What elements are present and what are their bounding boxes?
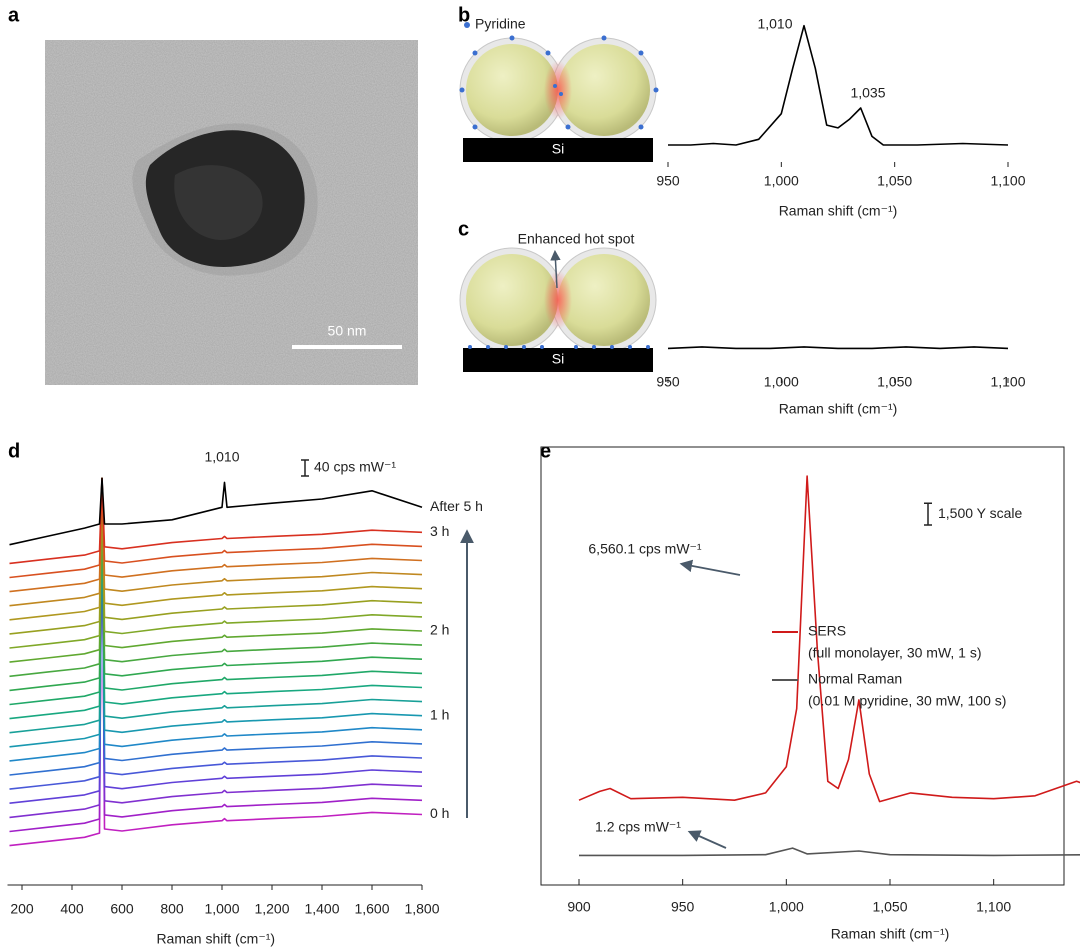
- spectrum-line: [9, 477, 423, 748]
- panel-label: c: [458, 218, 469, 240]
- spectrum-line: [9, 477, 423, 607]
- series-label: 1 h: [430, 706, 449, 722]
- x-tick-label: 1,050: [877, 173, 912, 189]
- plot-frame: [540, 446, 1065, 886]
- spectrum-line: [9, 477, 423, 790]
- diagram-c: Enhanced hot spot Si: [459, 231, 657, 372]
- scale-bar-label: 1,500 Y scale: [938, 505, 1023, 521]
- x-tick-label: 950: [656, 173, 680, 189]
- spectrum-line: [9, 477, 423, 720]
- spectrum-line: [9, 477, 423, 649]
- tem-image: 50 nm: [45, 40, 418, 385]
- spectrum-line: [9, 477, 423, 847]
- spectrum-line: [9, 477, 423, 593]
- legend-label: Pyridine: [475, 16, 526, 32]
- annotation: 1,035: [850, 85, 885, 101]
- diagram-b: Pyridine Si: [459, 16, 659, 162]
- annotation: Enhanced hot spot: [518, 231, 635, 247]
- series-label: 0 h: [430, 805, 449, 821]
- x-axis-label: Raman shift (cm⁻¹): [831, 926, 950, 942]
- substrate-label: Si: [552, 351, 564, 367]
- x-tick-label: 1,000: [764, 374, 799, 390]
- legend-description: (full monolayer, 30 mW, 1 s): [808, 645, 982, 661]
- series-label: After 5 h: [430, 498, 483, 514]
- x-tick-label: 1,600: [354, 901, 389, 917]
- x-axis-label: Raman shift (cm⁻¹): [779, 401, 898, 417]
- spectrum-line: [579, 847, 1080, 857]
- scale-bar-label: 40 cps mW⁻¹: [314, 459, 396, 475]
- x-tick-label: 1,100: [990, 374, 1025, 390]
- spectrum-line: [9, 477, 423, 621]
- spectrum-line: [9, 477, 423, 635]
- annotation: 1,010: [757, 16, 792, 32]
- scale-bar: [301, 459, 309, 477]
- x-tick-label: 1,200: [254, 901, 289, 917]
- x-tick-label: 1,100: [976, 899, 1011, 915]
- spectrum-line: [9, 477, 423, 804]
- spectrum-line: [578, 475, 1080, 803]
- panel-label: b: [458, 4, 470, 26]
- x-tick-label: 1,000: [769, 899, 804, 915]
- x-axis-label: Raman shift (cm⁻¹): [779, 203, 898, 219]
- scale-bar: [924, 502, 932, 526]
- x-tick-label: 1,050: [872, 899, 907, 915]
- spectrum-line: [9, 477, 423, 692]
- x-tick-label: 600: [110, 901, 134, 917]
- legend-label: Normal Raman: [808, 671, 902, 687]
- panel-label: d: [8, 440, 20, 462]
- x-axis-label: Raman shift (cm⁻¹): [156, 931, 275, 947]
- arrow: [687, 830, 727, 849]
- x-tick-label: 950: [656, 374, 680, 390]
- spectrum-line: [667, 346, 1009, 350]
- panel-label: e: [540, 440, 551, 462]
- series-label: 2 h: [430, 622, 449, 638]
- series-label: 3 h: [430, 523, 449, 539]
- legend-description: (0.01 M pyridine, 30 mW, 100 s): [808, 693, 1006, 709]
- spectrum-line: [668, 24, 1009, 146]
- spectrum-line: [9, 477, 423, 776]
- x-tick-label: 1,100: [990, 173, 1025, 189]
- annotation: 1.2 cps mW⁻¹: [595, 819, 681, 835]
- scale-bar-label: 50 nm: [328, 323, 367, 339]
- panel-label: a: [8, 4, 20, 26]
- x-tick-label: 1,000: [764, 173, 799, 189]
- legend-label: SERS: [808, 623, 846, 639]
- x-tick-label: 1,400: [304, 901, 339, 917]
- spectrum-line: [9, 477, 423, 819]
- spectrum-line: [9, 477, 423, 706]
- annotation: 6,560.1 cps mW⁻¹: [588, 541, 702, 557]
- x-tick-label: 400: [60, 901, 84, 917]
- annotation: 1,010: [204, 449, 239, 465]
- x-tick-label: 950: [671, 899, 695, 915]
- spectrum-line: [9, 477, 423, 579]
- x-tick-label: 900: [567, 899, 591, 915]
- x-tick-label: 1,000: [204, 901, 239, 917]
- spectrum-line: [9, 477, 423, 833]
- spectrum-line: [9, 477, 423, 546]
- spectrum-line: [9, 477, 423, 734]
- x-tick-label: 1,800: [404, 901, 439, 917]
- x-tick-label: 200: [10, 901, 34, 917]
- arrow: [679, 559, 741, 576]
- spectrum-line: [9, 477, 423, 565]
- substrate-label: Si: [552, 141, 564, 157]
- spectrum-line: [9, 477, 423, 762]
- spectrum-line: [9, 477, 423, 663]
- x-tick-label: 1,050: [877, 374, 912, 390]
- x-tick-label: 800: [160, 901, 184, 917]
- spectrum-line: [9, 477, 423, 678]
